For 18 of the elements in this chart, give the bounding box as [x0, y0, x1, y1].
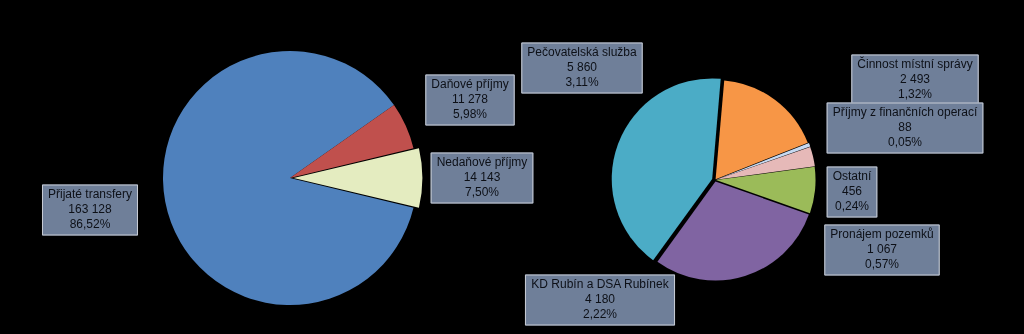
slice-label: Příjmy z finančních operací	[832, 105, 979, 120]
data-label: 5 860 3,11%	[565, 60, 599, 90]
data-label: 2 493 1,32%	[897, 72, 933, 102]
data-label: 14 143 7,50%	[463, 170, 501, 200]
slice-label: Pečovatelská služba	[527, 45, 638, 60]
slice-label: KD Rubín a DSA Rubínek	[531, 277, 670, 292]
data-label: 456 0,24%	[834, 184, 870, 214]
data-label: 4 180 2,22%	[582, 292, 618, 322]
data-label: 163 128 86,52%	[68, 202, 113, 232]
slice-label: Pronájem pozemků	[830, 227, 934, 242]
data-label: 88 0,05%	[887, 120, 923, 150]
slice-label: Ostatní	[832, 169, 873, 184]
slice-label: Přijaté transfery	[47, 187, 133, 202]
data-label: 1 067 0,57%	[864, 242, 900, 272]
slice-label: Nedaňové příjmy	[436, 155, 528, 170]
data-label: 11 278 5,98%	[452, 92, 489, 122]
slice-label: Činnost místní správy	[857, 56, 973, 72]
slice-label: Daňové příjmy	[431, 77, 509, 92]
